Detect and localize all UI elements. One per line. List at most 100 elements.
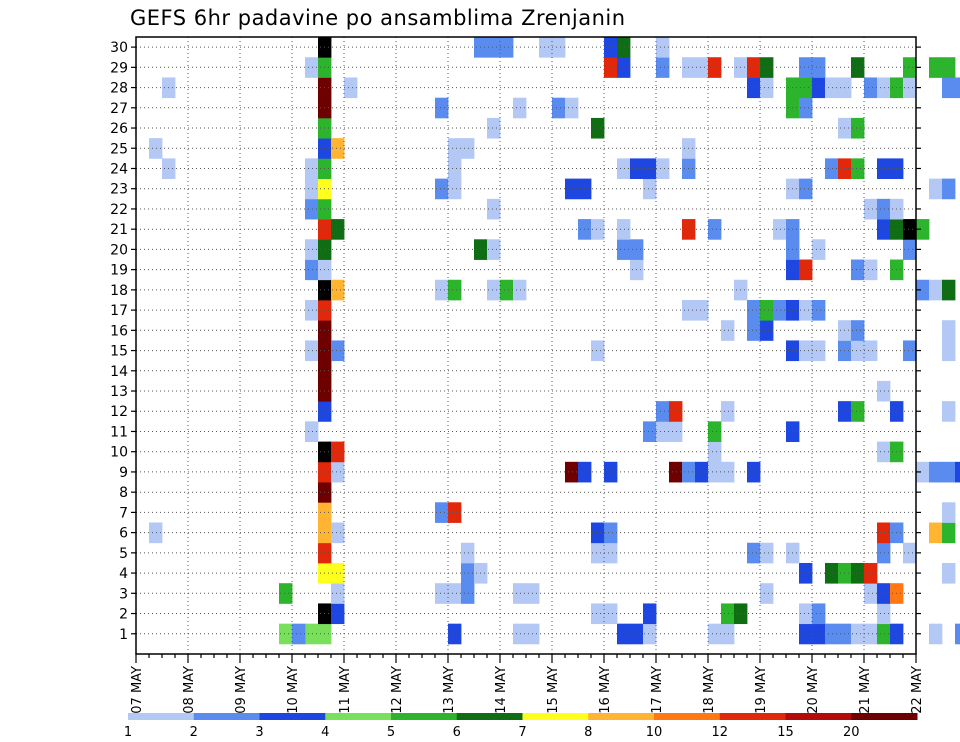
- precip-cell: [799, 562, 813, 584]
- precip-cell: [461, 138, 475, 159]
- precip-cell: [812, 77, 826, 99]
- precip-cell: [877, 441, 891, 463]
- precip-cell: [877, 198, 891, 220]
- precip-cell: [305, 340, 319, 362]
- precip-cell: [617, 158, 631, 180]
- precip-cell: [916, 461, 930, 483]
- y-tick-label: 25: [110, 141, 128, 157]
- precip-cell: [617, 623, 631, 645]
- precip-cell: [331, 603, 345, 625]
- y-tick-label: 11: [110, 424, 128, 440]
- x-tick-label: 12 MAY: [390, 666, 405, 714]
- y-tick-label: 29: [110, 60, 128, 76]
- precip-cell: [851, 623, 865, 645]
- precip-cell: [916, 219, 930, 240]
- legend-label: 2: [190, 725, 198, 740]
- precip-cell: [760, 77, 774, 99]
- precip-cell: [331, 279, 345, 301]
- precip-cell: [877, 603, 891, 625]
- legend-label: 6: [453, 725, 461, 740]
- precip-cell: [539, 37, 553, 58]
- y-tick-label: 24: [110, 161, 128, 177]
- x-tick-label: 07 MAY: [130, 666, 145, 714]
- precip-cell: [435, 97, 449, 119]
- grid-lines: [136, 37, 916, 654]
- precip-cell: [435, 502, 449, 523]
- precip-cell: [929, 461, 943, 483]
- precip-cell: [513, 97, 527, 119]
- legend-swatch: [456, 713, 523, 720]
- y-tick-label: 17: [110, 303, 128, 319]
- precip-cell: [591, 542, 605, 564]
- precip-cell: [695, 57, 709, 78]
- x-tick-label: 13 MAY: [442, 666, 457, 714]
- precip-cell: [435, 583, 449, 604]
- y-tick-label: 9: [119, 465, 128, 481]
- precip-cell: [656, 401, 670, 422]
- precip-cell: [591, 340, 605, 362]
- legend-swatch: [128, 713, 195, 720]
- precip-cell: [851, 320, 865, 341]
- y-tick-label: 5: [119, 546, 128, 562]
- precip-cell: [305, 623, 319, 645]
- y-tick-label: 20: [110, 242, 128, 258]
- legend-swatch: [851, 713, 918, 720]
- precip-cell: [305, 421, 319, 442]
- precip-cell: [942, 502, 956, 523]
- precip-cell: [708, 219, 722, 240]
- precip-cell: [877, 623, 891, 645]
- precip-cell: [812, 623, 826, 645]
- precip-cell: [747, 320, 761, 341]
- precip-cell: [149, 522, 163, 544]
- precip-cell: [643, 623, 657, 645]
- precip-cell: [864, 198, 878, 220]
- y-tick-label: 3: [119, 586, 128, 602]
- precip-cell: [812, 57, 826, 78]
- y-tick-label: 12: [110, 404, 128, 420]
- y-tick-label: 16: [110, 323, 128, 339]
- precip-cell: [877, 219, 891, 240]
- precip-cell: [864, 623, 878, 645]
- precip-cell: [773, 219, 787, 240]
- precip-cell: [617, 57, 631, 78]
- precip-cell: [708, 623, 722, 645]
- precip-cell: [851, 401, 865, 422]
- precip-cell: [812, 299, 826, 321]
- precip-cell: [799, 340, 813, 362]
- precip-cell: [799, 603, 813, 625]
- legend-label: 10: [646, 725, 663, 740]
- precip-cell: [565, 461, 579, 483]
- precip-cell: [760, 57, 774, 78]
- precip-cell: [864, 562, 878, 584]
- precip-cell: [955, 623, 960, 645]
- precip-cell: [617, 219, 631, 240]
- precip-cell: [799, 77, 813, 99]
- precip-cell: [448, 279, 462, 301]
- precip-cell: [799, 623, 813, 645]
- y-tick-label: 27: [110, 101, 128, 117]
- y-tick-label: 22: [110, 202, 128, 218]
- y-tick-label: 10: [110, 445, 128, 461]
- precip-cell: [812, 340, 826, 362]
- precip-cell: [448, 583, 462, 604]
- precip-cell: [864, 583, 878, 604]
- legend-label: 5: [387, 725, 395, 740]
- precip-cell: [929, 178, 943, 200]
- precip-cell: [708, 461, 722, 483]
- precip-cell: [604, 57, 618, 78]
- precip-cell: [331, 562, 345, 584]
- precip-cell: [877, 380, 891, 402]
- precip-cell: [825, 77, 839, 99]
- precip-cell: [812, 239, 826, 260]
- precip-cell: [487, 279, 501, 301]
- precip-cell: [721, 603, 735, 625]
- precip-cell: [851, 158, 865, 180]
- precip-cell: [799, 97, 813, 119]
- legend-swatch: [259, 713, 326, 720]
- precip-cell: [305, 299, 319, 321]
- precip-cell: [929, 57, 943, 78]
- precip-cell: [604, 37, 618, 58]
- precip-cell: [565, 178, 579, 200]
- x-tick-label: 08 MAY: [182, 666, 197, 714]
